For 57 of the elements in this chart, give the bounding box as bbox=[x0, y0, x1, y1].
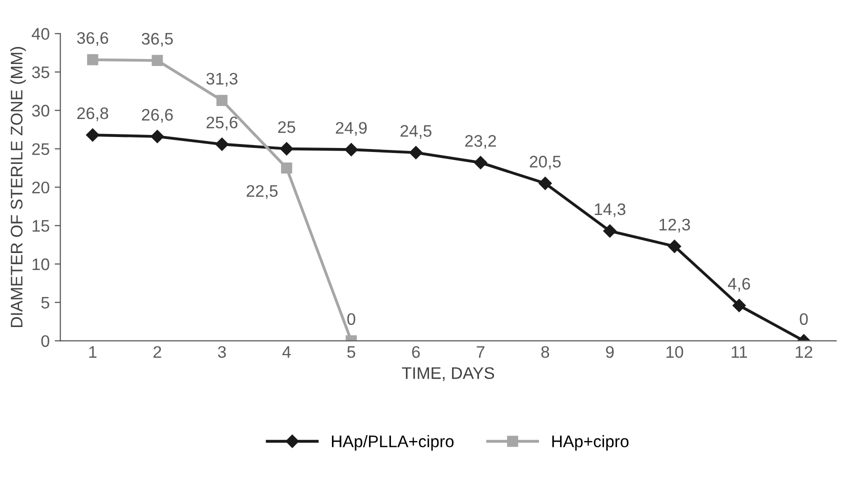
x-tick-label: 5 bbox=[347, 346, 356, 358]
data-label: 36,6 bbox=[77, 32, 108, 46]
y-tick-label: 15 bbox=[32, 220, 50, 232]
y-tick-label: 30 bbox=[32, 104, 50, 117]
point bbox=[87, 54, 98, 66]
point bbox=[538, 176, 552, 190]
y-tick-label: 25 bbox=[32, 143, 50, 156]
x-tick-label: 7 bbox=[476, 346, 484, 358]
y-tick-label: 35 bbox=[32, 66, 50, 78]
point bbox=[732, 298, 746, 312]
point bbox=[409, 146, 423, 160]
data-label: 22,5 bbox=[246, 185, 278, 199]
data-label: 14,3 bbox=[594, 203, 626, 218]
x-tick-label: 12 bbox=[796, 346, 812, 358]
x-tick-label: 4 bbox=[282, 346, 291, 358]
x-tick-label: 10 bbox=[666, 346, 684, 358]
data-label: 31,3 bbox=[206, 72, 238, 87]
data-label: 24,5 bbox=[400, 125, 432, 139]
data-label: 0 bbox=[800, 313, 808, 326]
y-tick-label: 10 bbox=[32, 258, 50, 270]
data-label: 20,5 bbox=[530, 156, 561, 170]
data-label: 26,6 bbox=[142, 108, 173, 123]
x-axis-title: TIME, DAYS bbox=[402, 367, 494, 381]
y-tick-label: 40 bbox=[32, 28, 50, 40]
x-tick-label: 9 bbox=[606, 346, 614, 358]
x-tick-label: 2 bbox=[154, 346, 162, 358]
point bbox=[474, 156, 488, 170]
data-label: 23,2 bbox=[465, 135, 496, 149]
x-tick-label: 6 bbox=[412, 346, 420, 358]
data-label: 0 bbox=[347, 313, 356, 326]
x-tick-label: 8 bbox=[541, 346, 550, 358]
data-label: 24,9 bbox=[336, 122, 367, 136]
legend-label: HAp+cipro bbox=[552, 435, 629, 451]
point bbox=[216, 94, 228, 106]
point bbox=[603, 224, 616, 238]
y-tick-label: 20 bbox=[32, 182, 50, 194]
legend-label: HAp/PLLA+cipro bbox=[332, 435, 454, 451]
x-tick-label: 11 bbox=[732, 346, 748, 358]
data-label: 12,3 bbox=[660, 218, 690, 233]
point bbox=[280, 142, 294, 156]
point bbox=[281, 162, 292, 174]
y-axis-title: DIAMETER OF STERILE ZONE (MM) bbox=[10, 47, 26, 328]
data-label: 25 bbox=[278, 121, 296, 134]
data-label: 25,6 bbox=[206, 116, 238, 130]
y-tick-label: 0 bbox=[41, 335, 50, 348]
point bbox=[344, 142, 358, 156]
x-tick-label: 3 bbox=[218, 346, 226, 358]
point bbox=[668, 240, 682, 253]
point bbox=[86, 128, 100, 142]
x-tick-label: 1 bbox=[89, 346, 96, 358]
point bbox=[215, 138, 229, 151]
data-label: 4,6 bbox=[728, 278, 750, 292]
data-label: 36,5 bbox=[142, 32, 173, 47]
point bbox=[152, 54, 163, 66]
y-tick-label: 5 bbox=[41, 296, 50, 309]
data-label: 26,8 bbox=[77, 107, 108, 122]
point bbox=[150, 130, 164, 144]
